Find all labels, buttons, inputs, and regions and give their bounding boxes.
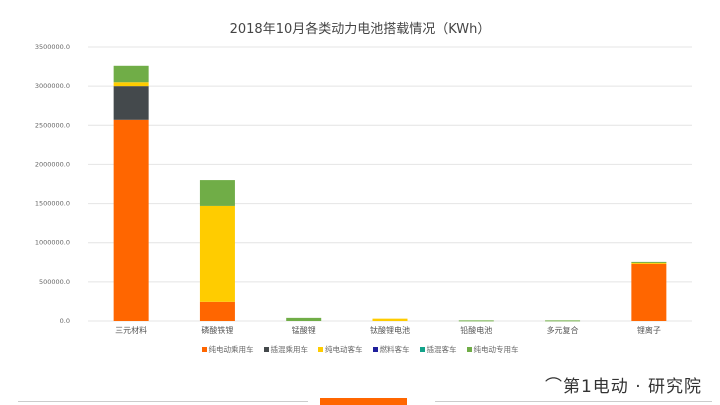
- y-tick-label: 500000.0: [39, 278, 70, 286]
- legend-swatch: [318, 347, 323, 352]
- decorative-bar: [320, 398, 407, 405]
- legend-swatch: [466, 347, 472, 352]
- legend-item: 纯电动乘用车: [201, 344, 254, 355]
- legend-item: 插混客车: [419, 344, 457, 355]
- x-tick-label: 钛酸锂电池: [370, 325, 410, 335]
- legend-item: 纯电动客车: [318, 344, 363, 355]
- x-tick-label: 锰酸锂: [292, 325, 316, 335]
- bar-segment: [631, 261, 667, 263]
- y-tick-label: 2000000.0: [35, 160, 70, 168]
- bar-segment: [372, 318, 408, 321]
- bar-segment: [199, 301, 235, 321]
- divider: [18, 401, 308, 402]
- legend-swatch: [372, 347, 378, 352]
- legend-label: 插混客车: [426, 345, 457, 354]
- legend-item: 纯电动专用车: [466, 344, 519, 355]
- bar-segment: [113, 86, 149, 120]
- bar-segment: [199, 205, 235, 302]
- y-tick-label: 3500000.0: [35, 43, 70, 51]
- y-tick-label: 1500000.0: [35, 200, 70, 208]
- x-tick-label: 多元复合: [547, 325, 579, 335]
- y-tick-label: 2500000.0: [35, 121, 70, 129]
- y-tick-label: 3000000.0: [35, 82, 70, 90]
- legend-label: 纯电动客车: [325, 345, 363, 354]
- bar-segment: [113, 119, 149, 321]
- divider: [435, 401, 712, 402]
- chart-title: 2018年10月各类动力电池搭载情况（KWh）: [229, 22, 491, 37]
- legend-swatch: [263, 347, 269, 352]
- bar-segment: [631, 263, 667, 321]
- legend-label: 纯电动专用车: [473, 345, 519, 354]
- legend-label: 纯电动乘用车: [208, 345, 254, 354]
- legend-label: 插混乘用车: [270, 345, 309, 354]
- bar-segment: [113, 82, 149, 87]
- bar-segment: [286, 317, 322, 321]
- bar-segment: [113, 65, 149, 83]
- x-tick-label: 三元材料: [115, 325, 147, 335]
- y-tick-label: 1000000.0: [35, 239, 70, 247]
- x-tick-label: 锂离子: [637, 325, 661, 335]
- legend: 纯电动乘用车 插混乘用车 纯电动客车 燃料客车 插混客车 纯电动专用车: [0, 344, 720, 355]
- x-tick-label: 铅酸电池: [460, 325, 492, 335]
- legend-label: 燃料客车: [379, 345, 410, 354]
- y-tick-label: 0.0: [60, 317, 70, 325]
- legend-swatch: [201, 347, 207, 352]
- bar-segment: [458, 320, 494, 322]
- legend-swatch: [419, 347, 425, 352]
- x-tick-label: 磷酸铁锂: [201, 325, 233, 335]
- legend-item: 插混乘用车: [263, 344, 309, 355]
- legend-item: 燃料客车: [372, 344, 410, 355]
- bar-segment: [545, 320, 581, 322]
- bar-segment: [631, 262, 667, 264]
- brand-logo: ⌒第1电动 · 研究院: [544, 377, 702, 397]
- bar-segment: [199, 180, 235, 206]
